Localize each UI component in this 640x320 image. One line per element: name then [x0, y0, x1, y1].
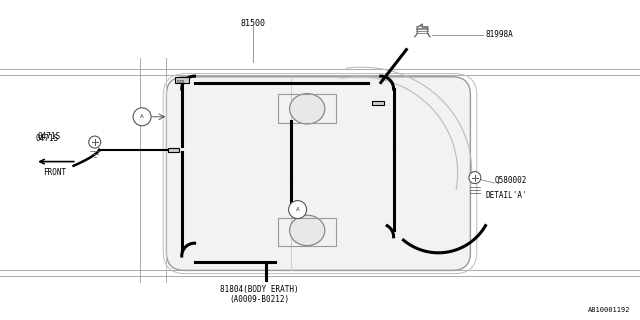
Bar — [168, 148, 179, 152]
Text: 81804(BODY ERATH): 81804(BODY ERATH) — [220, 285, 298, 294]
FancyBboxPatch shape — [166, 77, 470, 270]
Text: Q580002: Q580002 — [495, 176, 527, 185]
Bar — [278, 218, 336, 246]
Circle shape — [469, 172, 481, 184]
Text: 81500: 81500 — [240, 19, 266, 28]
Ellipse shape — [289, 215, 325, 246]
Bar — [175, 77, 189, 83]
Text: 0471S: 0471S — [35, 134, 58, 143]
Text: DETAIL'A': DETAIL'A' — [485, 191, 527, 200]
Bar — [278, 94, 336, 123]
Text: 0471S: 0471S — [37, 132, 60, 141]
Ellipse shape — [289, 93, 325, 124]
Text: 81998A: 81998A — [485, 30, 513, 39]
Bar — [177, 80, 183, 82]
Text: (A0009-B0212): (A0009-B0212) — [229, 295, 289, 304]
Circle shape — [89, 136, 100, 148]
Bar — [372, 101, 384, 105]
Circle shape — [133, 108, 151, 126]
Text: A: A — [140, 114, 144, 119]
Text: FRONT: FRONT — [44, 168, 67, 177]
Circle shape — [289, 201, 307, 219]
Text: A810001192: A810001192 — [588, 307, 630, 313]
Text: A: A — [296, 207, 300, 212]
